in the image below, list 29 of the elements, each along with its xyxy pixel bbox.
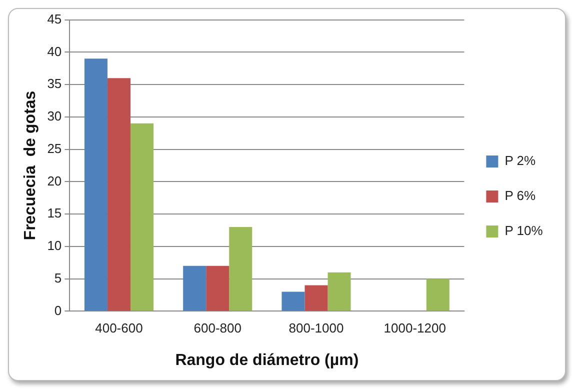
y-tick-label: 10	[47, 238, 62, 254]
legend-label: P 6%	[504, 188, 536, 204]
x-tick-label: 800-1000	[288, 320, 344, 336]
y-tick-label: 20	[47, 173, 62, 188]
x-axis-title: Rango de diámetro (µm)	[175, 352, 359, 369]
y-tick-label: 45	[47, 11, 62, 26]
y-tick-label: 25	[47, 140, 62, 156]
y-tick-label: 35	[47, 76, 62, 92]
bar	[130, 123, 154, 311]
y-tick-label: 0	[54, 302, 62, 318]
y-tick-label: 15	[47, 206, 62, 221]
y-axis-title: Frecuecia de gotas	[22, 90, 40, 240]
bar	[206, 266, 230, 311]
y-tick-label: 5	[54, 270, 62, 286]
bar	[84, 58, 108, 311]
x-tick-label: 400-600	[95, 320, 143, 336]
x-tick-label: 1000-1200	[384, 320, 446, 336]
bar	[328, 272, 351, 311]
bar	[183, 266, 206, 311]
x-tick-label: 600-800	[194, 320, 242, 336]
legend-label: P 10%	[504, 223, 544, 238]
bar	[229, 227, 252, 311]
bar	[107, 78, 130, 311]
legend-label: P 2%	[504, 153, 536, 168]
bar	[282, 292, 305, 311]
bar	[426, 278, 450, 311]
y-tick-label: 40	[47, 44, 62, 59]
y-tick-label: 30	[47, 108, 62, 124]
bar	[304, 285, 328, 311]
